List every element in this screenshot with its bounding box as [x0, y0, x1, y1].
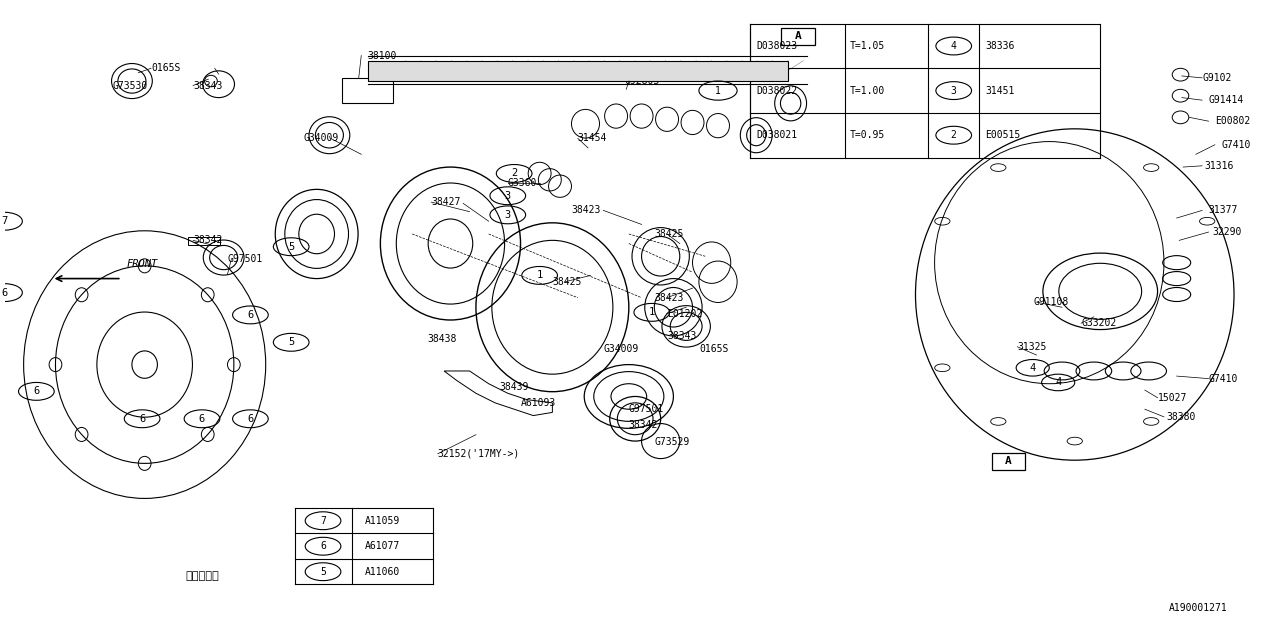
- Text: T=0.95: T=0.95: [849, 130, 884, 140]
- Text: 31377: 31377: [1208, 205, 1238, 216]
- Text: FRONT: FRONT: [127, 259, 157, 269]
- Text: E00802: E00802: [1215, 116, 1251, 126]
- Text: T=1.00: T=1.00: [849, 86, 884, 95]
- Text: 4: 4: [1055, 378, 1061, 387]
- Bar: [342, 78, 393, 103]
- Text: 32290: 32290: [1212, 227, 1242, 237]
- Text: A: A: [1005, 456, 1012, 467]
- Text: 7: 7: [1, 216, 8, 226]
- Text: G91108: G91108: [1034, 297, 1069, 307]
- Text: 2: 2: [511, 168, 517, 179]
- Text: A: A: [795, 31, 801, 42]
- Text: 1: 1: [716, 86, 721, 95]
- Text: G3360: G3360: [508, 178, 538, 188]
- Text: G7410: G7410: [1221, 140, 1251, 150]
- Bar: [188, 237, 220, 245]
- Text: 6: 6: [33, 387, 40, 396]
- Text: G97501: G97501: [628, 404, 664, 414]
- Text: D038022: D038022: [756, 86, 797, 95]
- Text: 5: 5: [288, 337, 294, 348]
- Text: G34009: G34009: [603, 344, 639, 354]
- Text: 1: 1: [649, 307, 655, 317]
- Text: 3: 3: [504, 210, 511, 220]
- Text: 15027: 15027: [1157, 393, 1187, 403]
- Text: 6: 6: [140, 414, 145, 424]
- Text: T=1.05: T=1.05: [849, 41, 884, 51]
- Text: G9102: G9102: [1202, 73, 1231, 83]
- Text: 4: 4: [951, 41, 956, 51]
- Text: 6: 6: [320, 541, 326, 551]
- Text: 38380: 38380: [1166, 412, 1196, 422]
- Text: G7410: G7410: [1208, 374, 1238, 383]
- Text: G73530: G73530: [113, 81, 148, 90]
- Text: 5: 5: [288, 242, 294, 252]
- Text: G34009: G34009: [303, 133, 339, 143]
- Text: G91414: G91414: [1208, 95, 1244, 105]
- Text: 38427: 38427: [431, 197, 461, 207]
- Text: 38425: 38425: [654, 229, 684, 239]
- Text: 38336: 38336: [986, 41, 1015, 51]
- Bar: [367, 61, 788, 81]
- Text: G33202: G33202: [1082, 318, 1116, 328]
- Text: 0165S: 0165S: [151, 63, 180, 74]
- Text: 38438: 38438: [428, 334, 457, 344]
- Text: A190001271: A190001271: [1169, 603, 1228, 613]
- Text: 31454: 31454: [577, 133, 607, 143]
- Text: G92803: G92803: [625, 76, 660, 86]
- Text: 31316: 31316: [1204, 161, 1234, 171]
- Text: A11059: A11059: [365, 516, 401, 525]
- Text: G97501: G97501: [228, 255, 262, 264]
- Text: A61093: A61093: [521, 398, 556, 408]
- Text: 3: 3: [504, 191, 511, 201]
- Text: E01202: E01202: [667, 308, 703, 319]
- Text: 6: 6: [198, 414, 205, 424]
- Text: 4: 4: [1029, 363, 1036, 372]
- Text: D038023: D038023: [756, 41, 797, 51]
- Text: 0165S: 0165S: [699, 344, 728, 354]
- Text: 7: 7: [320, 516, 326, 525]
- Text: 31325: 31325: [1018, 342, 1047, 352]
- Text: 32152('17MY->): 32152('17MY->): [438, 449, 520, 459]
- Text: 38100: 38100: [367, 51, 397, 61]
- Text: 1: 1: [536, 270, 543, 280]
- Text: 38342: 38342: [193, 236, 223, 245]
- Text: G73529: G73529: [654, 437, 690, 447]
- Text: 38343: 38343: [667, 331, 696, 341]
- Text: 38439: 38439: [499, 382, 529, 392]
- Text: A11060: A11060: [365, 566, 401, 577]
- Text: A61077: A61077: [365, 541, 401, 551]
- Text: 5: 5: [320, 566, 326, 577]
- Text: 6: 6: [1, 287, 8, 298]
- Text: D038021: D038021: [756, 130, 797, 140]
- Text: 6: 6: [247, 414, 253, 424]
- Text: 6: 6: [247, 310, 253, 320]
- Text: 31451: 31451: [986, 86, 1015, 95]
- Text: 38423: 38423: [654, 292, 684, 303]
- Text: 3: 3: [951, 86, 956, 95]
- Text: 38423: 38423: [571, 205, 600, 216]
- Text: 〈後方図〉: 〈後方図〉: [186, 571, 219, 581]
- Bar: [782, 28, 815, 45]
- Text: 38425: 38425: [553, 276, 581, 287]
- Text: 38343: 38343: [193, 81, 223, 90]
- Text: E00515: E00515: [986, 130, 1021, 140]
- Text: 2: 2: [951, 130, 956, 140]
- Text: 38342: 38342: [628, 420, 658, 430]
- Bar: [992, 453, 1025, 470]
